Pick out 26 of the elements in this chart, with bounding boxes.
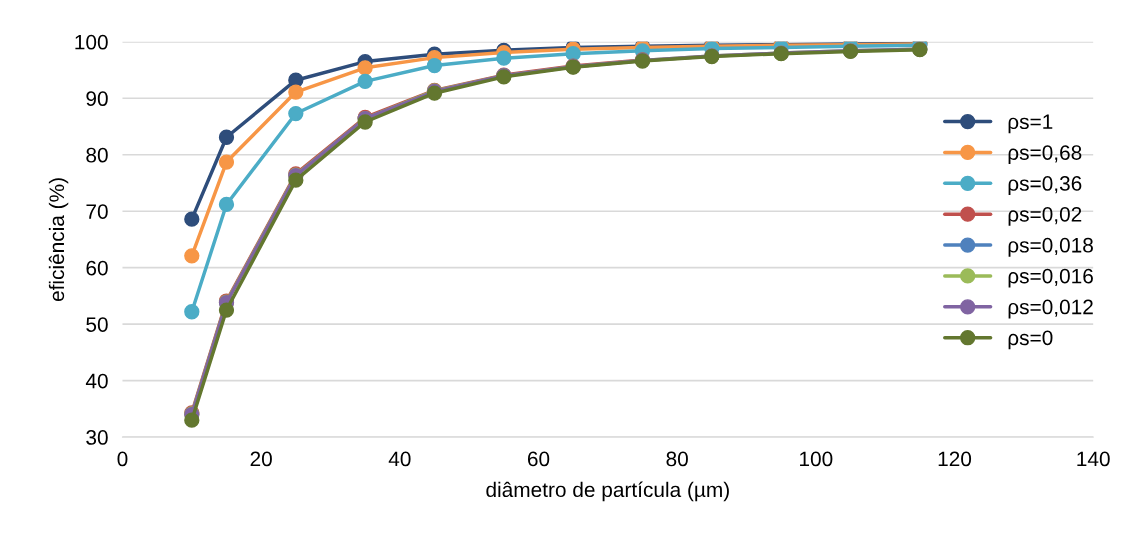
legend-label: ρs=0,36 — [1008, 176, 1082, 195]
x-tick-label: 140 — [1077, 451, 1110, 467]
x-tick-label: 60 — [527, 451, 550, 467]
y-axis-title: eficiência (%) — [48, 178, 69, 302]
legend-label: ρs=0,016 — [1008, 268, 1093, 288]
x-tick-label: 0 — [117, 451, 128, 467]
x-tick-label: 80 — [666, 451, 688, 467]
legend-label: ρs=0,68 — [1008, 145, 1082, 165]
legend-label: ρs=0,02 — [1008, 206, 1082, 226]
x-axis-title: diâmetro de partícula (µm) — [486, 481, 729, 502]
y-tick-label: 90 — [86, 91, 108, 107]
x-tick-label: 40 — [388, 451, 411, 467]
y-tick-label: 60 — [86, 260, 108, 276]
legend-label: ρs=0,018 — [1008, 237, 1093, 257]
y-tick-label: 100 — [75, 34, 108, 50]
y-tick-label: 40 — [85, 373, 108, 389]
x-tick-label: 120 — [938, 451, 972, 467]
y-tick-label: 30 — [86, 430, 108, 445]
legend-label: ρs=0,012 — [1008, 299, 1093, 319]
x-tick-label: 100 — [800, 451, 833, 467]
legend-label: ρs=1 — [1008, 114, 1053, 134]
y-tick-label: 70 — [86, 204, 108, 219]
y-tick-label: 80 — [86, 147, 108, 163]
x-tick-label: 20 — [250, 451, 272, 467]
y-tick-label: 50 — [86, 317, 108, 332]
legend-label: ρs=0 — [1008, 330, 1053, 350]
